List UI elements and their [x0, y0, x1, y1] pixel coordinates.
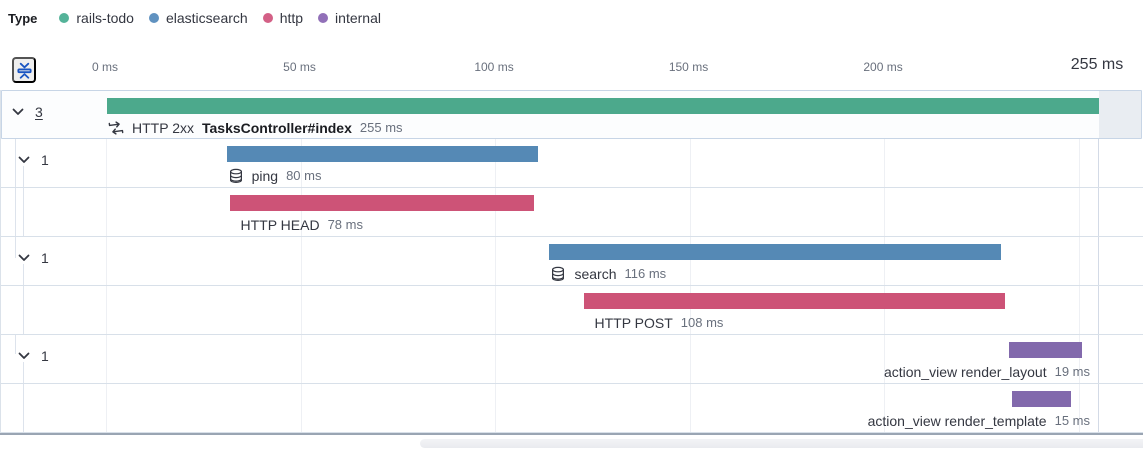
- fold-icon: [16, 62, 32, 79]
- horizontal-scrollbar-thumb[interactable]: [420, 439, 1143, 448]
- legend-label: internal: [335, 10, 381, 26]
- span-name: TasksController#index: [201, 119, 352, 136]
- collapse-all-button[interactable]: [12, 57, 36, 83]
- span-label[interactable]: action_view render_template 15 ms: [868, 411, 1090, 430]
- span-label[interactable]: ping 80 ms: [228, 166, 322, 185]
- span-bar-action_view render_template[interactable]: [1012, 391, 1071, 407]
- legend-title: Type: [8, 10, 38, 26]
- axis-tick-150: 150 ms: [668, 60, 709, 74]
- span-bar-HTTP POST[interactable]: [584, 293, 1005, 309]
- legend-item-internal[interactable]: internal: [318, 10, 381, 26]
- chevron-down-icon: [18, 254, 30, 261]
- legend-item-http[interactable]: http: [262, 10, 304, 26]
- chevron-down-icon: [12, 108, 24, 115]
- span-duration: 78 ms: [327, 217, 363, 232]
- span-duration: 108 ms: [680, 315, 724, 330]
- span-label[interactable]: search 116 ms: [550, 264, 666, 283]
- axis-tick-255: 255 ms: [1070, 56, 1124, 73]
- child-count: 3: [35, 104, 43, 120]
- span-row-action_view render_layout: 1 action_view render_layout 19 ms: [1, 335, 1143, 384]
- span-label[interactable]: HTTP HEAD 78 ms: [240, 215, 363, 234]
- gridline-100ms: [495, 90, 497, 433]
- span-name: HTTP HEAD: [240, 216, 320, 233]
- span-bar-HTTP HEAD[interactable]: [230, 195, 534, 211]
- gridline-0ms: [106, 90, 107, 433]
- span-duration: 19 ms: [1054, 364, 1090, 379]
- axis-tick-0: 0 ms: [91, 60, 119, 74]
- transaction-icon: [108, 120, 124, 135]
- legend-dot: [262, 13, 273, 23]
- waterfall-chart: 3 HTTP 2xx TasksController#index 255 ms 1 pin…: [0, 90, 1143, 433]
- transaction-row-TasksController#index: 3 HTTP 2xx TasksController#index 255 ms: [1, 90, 1142, 139]
- span-name: ping: [251, 167, 279, 184]
- chevron-down-icon: [18, 352, 30, 359]
- span-bar-ping[interactable]: [226, 146, 538, 162]
- tree-indent-guide: [23, 166, 24, 236]
- legend-dot: [148, 13, 159, 23]
- span-duration: 255 ms: [359, 120, 403, 135]
- legend-item-rails-todo[interactable]: rails-todo: [59, 10, 134, 26]
- span-duration: 80 ms: [286, 168, 322, 183]
- axis-tick-100: 100 ms: [474, 60, 514, 74]
- span-row-search: 1 search 116 ms: [1, 237, 1143, 286]
- span-label[interactable]: action_view render_layout 19 ms: [884, 362, 1090, 381]
- span-duration: 15 ms: [1054, 413, 1090, 428]
- tree-indent-guide: [23, 264, 24, 334]
- legend-item-elasticsearch[interactable]: elasticsearch: [148, 10, 248, 26]
- chevron-down-icon: [18, 156, 30, 163]
- out-of-range-shade: [1099, 91, 1141, 138]
- span-name: action_view render_template: [867, 412, 1047, 429]
- transaction-bar-TasksController#index[interactable]: [107, 98, 1099, 114]
- gridline-255ms: [1098, 90, 1099, 433]
- axis-tick-50: 50 ms: [283, 60, 316, 74]
- gridline-150ms: [689, 90, 691, 433]
- gridline-50ms: [300, 90, 302, 433]
- result-prefix: HTTP 2xx: [132, 119, 194, 136]
- database-icon: [229, 168, 242, 183]
- tree-indent-guide: [23, 362, 24, 432]
- span-row-ping: 1 ping 80 ms: [1, 139, 1143, 188]
- span-row-HTTP HEAD: HTTP HEAD 78 ms: [1, 188, 1143, 237]
- child-count: 1: [41, 348, 49, 364]
- span-label[interactable]: HTTP POST 108 ms: [594, 313, 723, 332]
- gridline-250ms: [1078, 90, 1080, 433]
- chart-bottom-border: [0, 433, 1143, 435]
- span-row-action_view render_template: action_view render_template 15 ms: [1, 384, 1143, 433]
- child-count: 1: [41, 152, 49, 168]
- span-bar-search[interactable]: [549, 244, 1001, 260]
- span-name: HTTP POST: [594, 314, 673, 331]
- legend-dot: [59, 13, 70, 23]
- accordion-toggle[interactable]: 3: [10, 104, 43, 120]
- accordion-toggle[interactable]: 1: [16, 152, 49, 168]
- axis-tick-200: 200 ms: [863, 60, 903, 74]
- legend: Type rails-todo elasticsearch http internal: [8, 10, 396, 26]
- legend-label: elasticsearch: [165, 10, 248, 26]
- accordion-toggle[interactable]: 1: [16, 250, 49, 266]
- accordion-toggle[interactable]: 1: [16, 348, 49, 364]
- legend-label: rails-todo: [76, 10, 134, 26]
- child-count: 1: [41, 250, 49, 266]
- span-bar-action_view render_layout[interactable]: [1008, 342, 1083, 358]
- gridline-200ms: [884, 90, 886, 433]
- span-duration: 116 ms: [624, 266, 667, 281]
- legend-dot: [318, 13, 329, 23]
- legend-label: http: [279, 10, 304, 26]
- span-name: search: [574, 265, 617, 282]
- span-row-HTTP POST: HTTP POST 108 ms: [1, 286, 1143, 335]
- tree-indent-guide: [15, 139, 16, 258]
- database-icon: [552, 266, 565, 281]
- tree-indent-guide: [15, 335, 16, 354]
- span-label[interactable]: HTTP 2xx TasksController#index 255 ms: [108, 118, 403, 137]
- span-name: action_view render_layout: [883, 363, 1047, 380]
